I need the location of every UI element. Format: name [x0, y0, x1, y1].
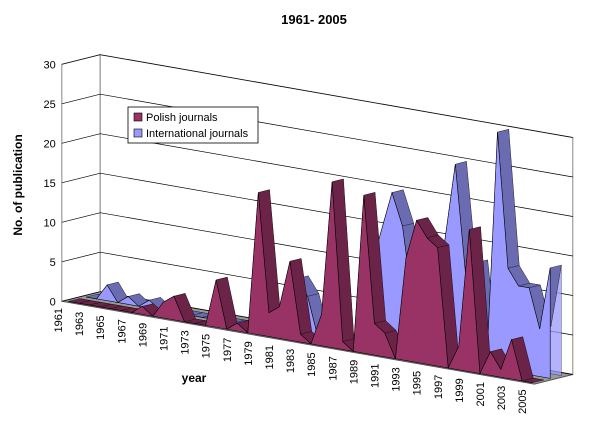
x-tick-label: 1991: [370, 364, 382, 388]
legend-box: [127, 106, 259, 144]
x-tick-label: 1975: [201, 334, 213, 358]
x-tick-label: 1971: [159, 327, 171, 351]
x-tick-label: 1987: [327, 356, 339, 380]
x-tick-label: 1999: [454, 378, 466, 402]
x-tick-label: 1983: [285, 349, 297, 373]
x-tick-label: 1995: [412, 371, 424, 395]
y-tick-label: 20: [44, 138, 56, 150]
x-axis-title: year: [182, 371, 207, 385]
x-tick-label: 2003: [496, 386, 508, 410]
x-tick-label: 1993: [391, 367, 403, 391]
y-tick-label: 0: [50, 296, 56, 308]
x-tick-label: 1969: [137, 323, 149, 347]
legend: Polish journals International journals: [127, 106, 259, 144]
grid-line: [61, 54, 573, 138]
grid-line: [61, 133, 573, 217]
y-tick-label: 30: [44, 59, 56, 71]
y-tick-label: 10: [44, 217, 56, 229]
x-tick-label: 1961: [53, 308, 65, 332]
x-tick-label: 1985: [306, 352, 318, 376]
x-tick-label: 1979: [243, 341, 255, 365]
chart-title: 1961- 2005: [281, 12, 347, 27]
legend-swatch: [133, 128, 143, 138]
x-tick-label: 1997: [433, 375, 445, 399]
legend-label: International journals: [146, 128, 249, 140]
grid-line: [61, 93, 573, 178]
x-tick-label: 1973: [180, 330, 192, 354]
y-tick-label: 5: [50, 257, 56, 269]
x-tick-label: 1981: [264, 345, 276, 369]
x-tick-label: 1965: [95, 315, 107, 339]
x-tick-label: 1963: [74, 312, 86, 336]
legend-label: Polish journals: [146, 112, 218, 124]
x-tick-label: 2001: [475, 382, 487, 406]
area: [68, 181, 533, 384]
legend-swatch: [133, 112, 143, 122]
y-tick-label: 15: [44, 178, 56, 190]
y-axis-title: No. of publication: [11, 134, 25, 235]
x-tick-label: 1989: [348, 360, 360, 384]
x-tick-label: 1977: [222, 338, 234, 362]
y-tick-label: 25: [44, 99, 56, 111]
x-tick-label: 1967: [116, 319, 128, 343]
x-tick-label: 2005: [517, 389, 529, 413]
